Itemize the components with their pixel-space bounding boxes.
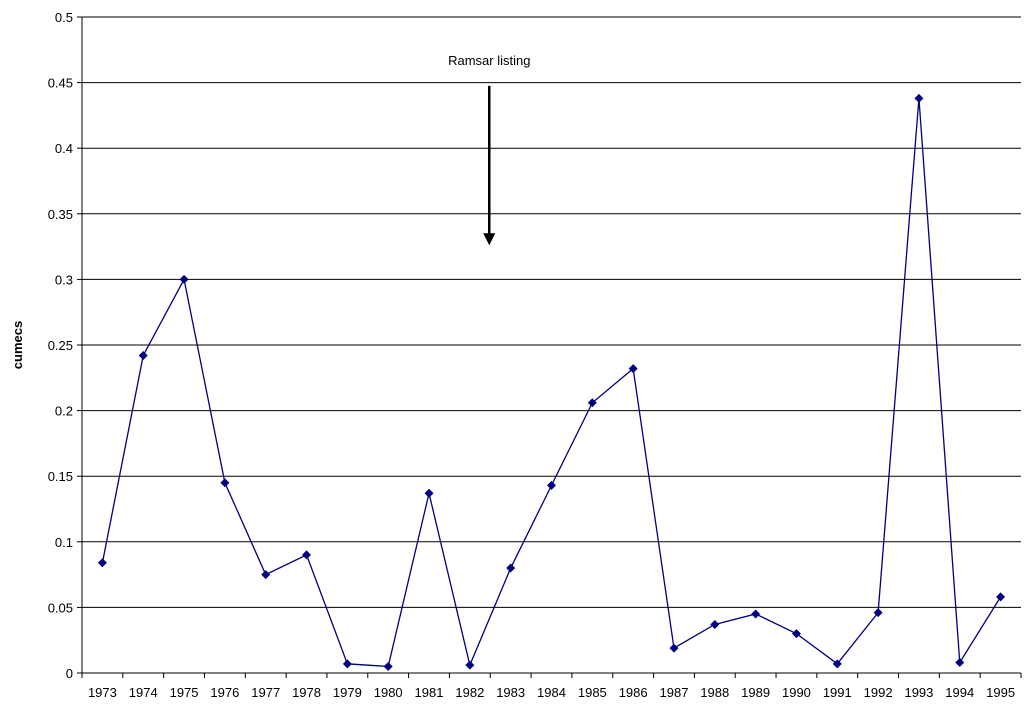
data-point-1991 xyxy=(832,659,842,669)
data-point-1990 xyxy=(791,629,801,639)
x-tick-label: 1986 xyxy=(619,685,648,700)
x-tick-label: 1980 xyxy=(374,685,403,700)
y-tick-label: 0.2 xyxy=(55,404,73,419)
data-point-1992 xyxy=(873,608,883,618)
y-tick-label: 0.35 xyxy=(48,207,73,222)
x-tick-label: 1991 xyxy=(823,685,852,700)
data-point-1978 xyxy=(302,550,312,560)
x-tick-label: 1976 xyxy=(210,685,239,700)
x-tick-label: 1985 xyxy=(578,685,607,700)
x-tick-label: 1987 xyxy=(660,685,689,700)
data-point-1993 xyxy=(914,93,924,103)
data-point-1983 xyxy=(506,563,516,573)
y-tick-label: 0.4 xyxy=(55,141,73,156)
y-tick-label: 0 xyxy=(66,666,73,681)
y-tick-label: 0.25 xyxy=(48,338,73,353)
x-tick-label: 1982 xyxy=(455,685,484,700)
data-point-1977 xyxy=(261,570,271,580)
grid-lines xyxy=(82,16,1021,608)
data-point-1975 xyxy=(179,274,189,284)
x-tick-label: 1988 xyxy=(700,685,729,700)
data-point-1988 xyxy=(710,619,720,629)
data-point-1976 xyxy=(220,478,230,488)
annotation-ramsar-listing: Ramsar listing xyxy=(448,53,530,68)
x-tick-label: 1977 xyxy=(251,685,280,700)
y-tick-label: 0.1 xyxy=(55,535,73,550)
data-point-1985 xyxy=(587,398,597,408)
data-point-1984 xyxy=(547,480,556,490)
x-tick-label: 1993 xyxy=(904,685,933,700)
data-point-1995 xyxy=(996,592,1006,602)
x-tick-label: 1989 xyxy=(741,685,770,700)
y-tick-label: 0.5 xyxy=(55,10,73,25)
x-tick-label: 1990 xyxy=(782,685,811,700)
x-tick-label: 1984 xyxy=(537,685,566,700)
x-tick-label: 1979 xyxy=(333,685,362,700)
y-tick-label: 0.3 xyxy=(55,272,73,287)
x-tick-label: 1981 xyxy=(415,685,444,700)
data-point-1979 xyxy=(342,659,352,669)
series-line xyxy=(101,98,1002,668)
x-tick-label: 1994 xyxy=(945,685,974,700)
data-point-1974 xyxy=(138,350,148,360)
data-point-1994 xyxy=(955,658,965,668)
data-point-1986 xyxy=(628,364,638,374)
x-tick-label: 1974 xyxy=(129,685,158,700)
data-point-1973 xyxy=(97,558,107,568)
y-tick-label: 0.15 xyxy=(48,469,73,484)
data-point-1981 xyxy=(424,488,434,498)
y-tick-label: 0.45 xyxy=(48,76,73,91)
annotation-arrow-head xyxy=(483,233,496,246)
y-tick-labels: 0 0.05 0.1 0.15 0.2 0.25 0.3 0.35 0.4 0.45 0.5 xyxy=(48,10,82,681)
y-axis-label: cumecs xyxy=(10,321,25,369)
x-tick-label: 1975 xyxy=(170,685,199,700)
data-point-1982 xyxy=(465,660,475,670)
data-point-1987 xyxy=(669,643,679,653)
x-tick-label: 1978 xyxy=(292,685,321,700)
x-tick-label: 1983 xyxy=(496,685,525,700)
data-point-1980 xyxy=(383,661,393,671)
annotation: Ramsar listing xyxy=(448,53,530,246)
series-group xyxy=(97,93,1006,671)
x-tick-label: 1973 xyxy=(88,685,117,700)
x-tick-label: 1995 xyxy=(986,685,1015,700)
x-tick-labels: 1973 1974 1975 1976 1977 1978 1979 1980 1981 1982… xyxy=(81,673,1022,700)
y-tick-label: 0.05 xyxy=(48,600,73,615)
x-tick-label: 1992 xyxy=(864,685,893,700)
data-point-1989 xyxy=(751,609,761,619)
